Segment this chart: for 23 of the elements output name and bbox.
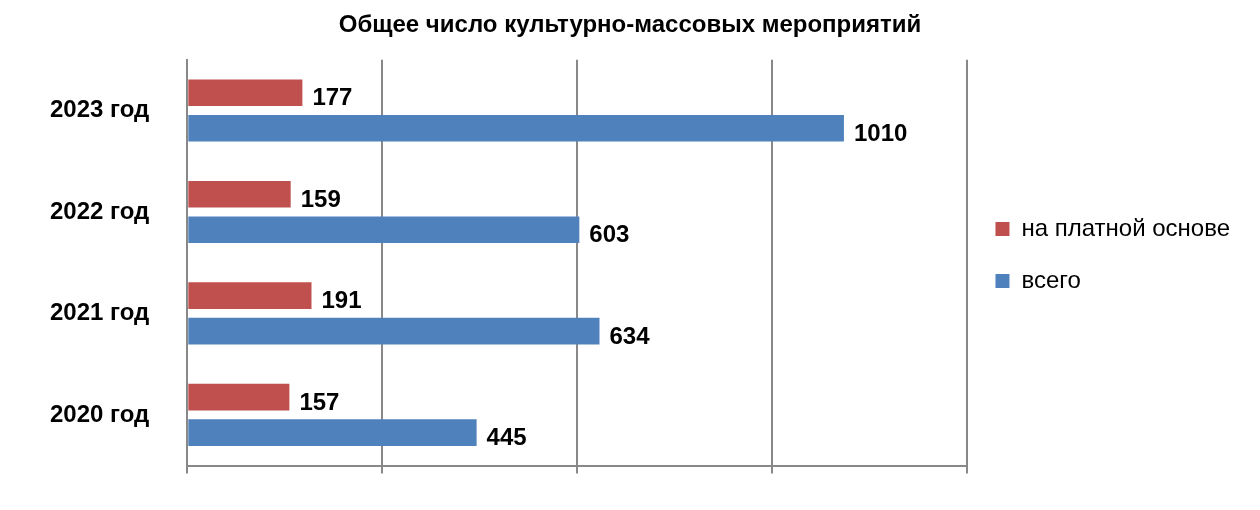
data-label: 634 [609, 321, 651, 349]
data-label: 157 [299, 387, 340, 415]
chart-title: Общее число культурно-массовых мероприятий [338, 10, 922, 38]
data-label: 603 [589, 220, 630, 248]
data-label: 1010 [853, 118, 908, 146]
data-label: 177 [312, 83, 353, 111]
bar [188, 216, 580, 244]
data-label: 159 [300, 184, 341, 212]
bar [188, 317, 600, 345]
y-tick-label: 2020 год [49, 399, 150, 427]
data-label: 445 [486, 423, 527, 451]
bar [188, 419, 477, 446]
y-tick-label: 2021 год [49, 298, 150, 326]
bar [188, 114, 844, 142]
bar [188, 180, 291, 208]
bar [188, 383, 290, 411]
y-tick-label: 2022 год [49, 196, 150, 224]
legend-label: на платной основе [1021, 213, 1231, 241]
bar [188, 79, 303, 107]
bar [188, 282, 312, 309]
legend-label: всего [1021, 265, 1081, 293]
data-label: 191 [321, 286, 362, 314]
y-tick-label: 2023 год [49, 95, 150, 123]
